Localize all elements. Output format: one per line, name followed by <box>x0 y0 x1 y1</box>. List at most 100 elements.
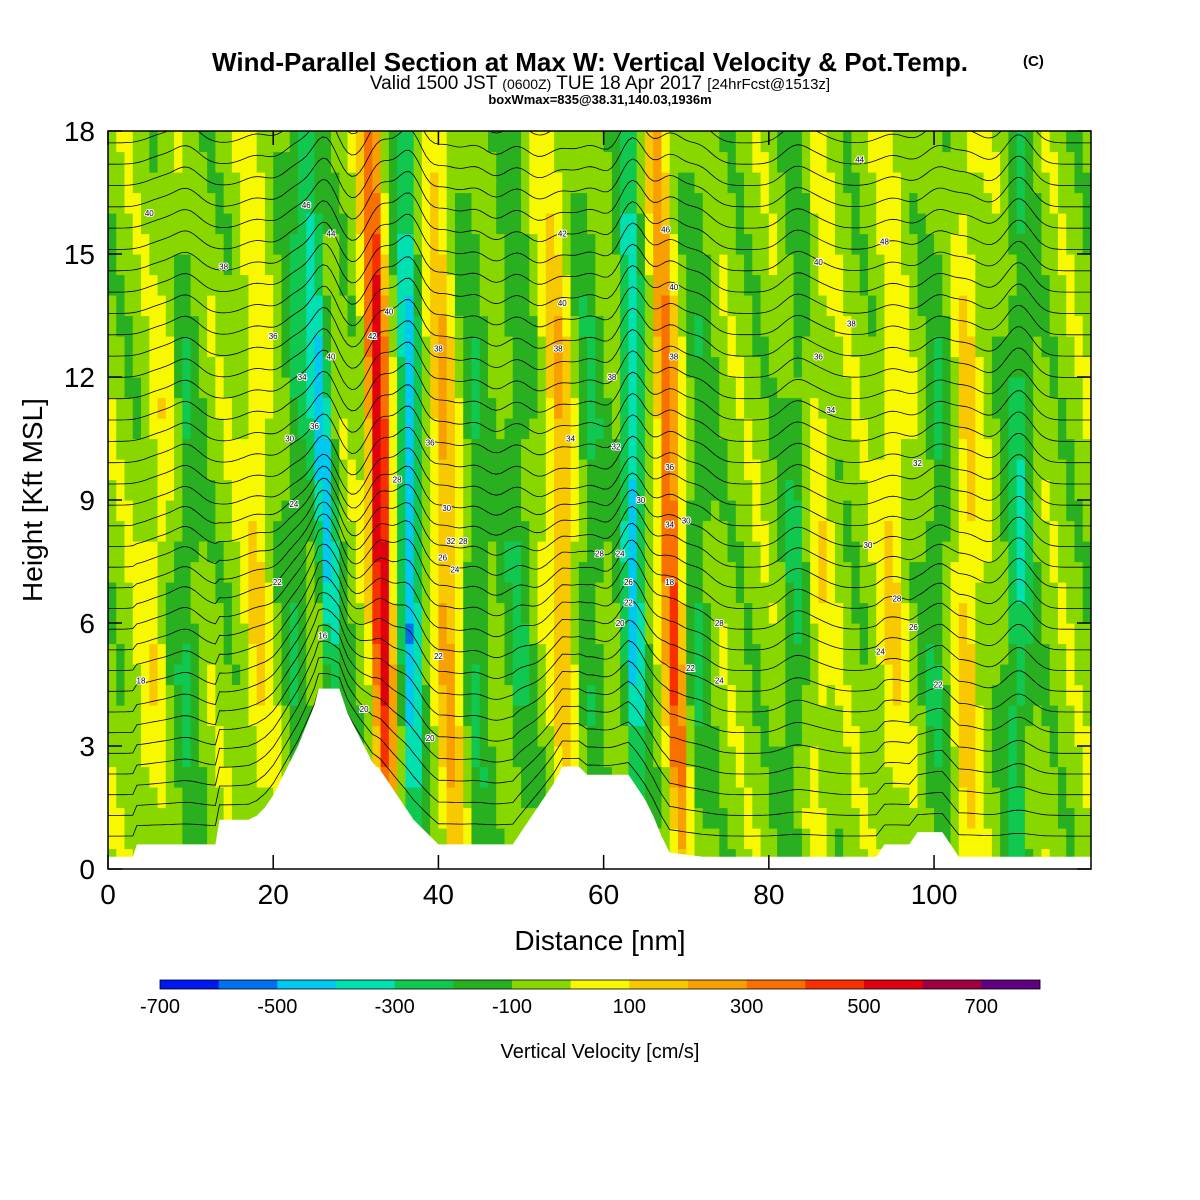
velocity-cell <box>182 397 192 419</box>
velocity-cell <box>165 172 175 194</box>
velocity-cell <box>124 192 134 214</box>
velocity-cell <box>686 705 696 727</box>
velocity-cell <box>405 336 415 358</box>
velocity-cell <box>711 684 720 706</box>
velocity-cell <box>504 582 514 604</box>
velocity-cell <box>149 479 159 501</box>
velocity-cell <box>719 397 729 419</box>
velocity-cell <box>537 541 547 563</box>
velocity-cell <box>834 664 844 686</box>
velocity-cell <box>884 213 894 235</box>
velocity-cell <box>950 295 960 317</box>
velocity-cell <box>744 459 753 481</box>
velocity-cell <box>281 582 291 604</box>
velocity-cell <box>735 746 745 768</box>
velocity-cell <box>331 643 340 665</box>
velocity-cell <box>1049 131 1059 153</box>
velocity-cell <box>306 377 316 399</box>
velocity-cell <box>190 274 200 296</box>
velocity-cell <box>595 315 605 337</box>
velocity-cell <box>917 418 927 440</box>
velocity-cell <box>521 684 530 706</box>
velocity-cell <box>314 623 324 645</box>
velocity-cell <box>826 705 836 727</box>
velocity-cell <box>983 418 993 440</box>
velocity-cell <box>611 561 621 583</box>
velocity-cell <box>1008 459 1018 481</box>
velocity-cell <box>826 684 836 706</box>
velocity-cell <box>867 643 877 665</box>
velocity-cell <box>1074 623 1084 645</box>
velocity-cell <box>463 479 473 501</box>
velocity-cell <box>777 828 786 850</box>
velocity-cell <box>554 459 563 481</box>
velocity-cell <box>1000 705 1009 727</box>
velocity-cell <box>653 746 663 768</box>
velocity-cell <box>215 295 225 317</box>
velocity-cell <box>967 295 976 317</box>
velocity-cell <box>636 213 646 235</box>
velocity-cell <box>867 623 877 645</box>
velocity-cell <box>975 561 985 583</box>
velocity-cell <box>264 233 274 255</box>
velocity-cell <box>843 151 853 173</box>
velocity-cell <box>397 233 406 255</box>
velocity-cell <box>108 192 117 214</box>
velocity-cell <box>834 418 844 440</box>
velocity-cell <box>578 418 588 440</box>
velocity-cell <box>636 192 646 214</box>
velocity-cell <box>735 684 745 706</box>
velocity-cell <box>1074 336 1084 358</box>
velocity-cell <box>1008 561 1018 583</box>
velocity-cell <box>264 684 274 706</box>
velocity-cell <box>727 582 737 604</box>
velocity-cell <box>1016 479 1026 501</box>
velocity-cell <box>818 766 828 788</box>
velocity-cell <box>132 582 142 604</box>
velocity-cell <box>322 582 332 604</box>
velocity-cell <box>967 377 976 399</box>
velocity-cell <box>380 172 390 194</box>
velocity-cell <box>719 746 729 768</box>
velocity-cell <box>504 623 514 645</box>
velocity-cell <box>917 459 927 481</box>
colorbar-swatch <box>688 980 747 989</box>
velocity-cell <box>620 746 630 768</box>
velocity-cell <box>1033 192 1043 214</box>
velocity-cell <box>380 233 390 255</box>
velocity-cell <box>1074 479 1084 501</box>
velocity-cell <box>975 418 985 440</box>
velocity-cell <box>777 520 786 542</box>
velocity-cell <box>281 643 291 665</box>
velocity-cell <box>1082 479 1091 501</box>
velocity-cell <box>306 336 316 358</box>
velocity-cell <box>141 582 150 604</box>
velocity-cell <box>487 561 497 583</box>
velocity-cell <box>892 684 902 706</box>
velocity-cell <box>347 254 357 276</box>
velocity-cell <box>108 274 117 296</box>
velocity-cell <box>165 192 175 214</box>
velocity-cell <box>405 766 415 788</box>
velocity-cell <box>182 356 192 378</box>
velocity-cell <box>157 520 167 542</box>
velocity-cell <box>661 705 671 727</box>
velocity-cell <box>165 213 175 235</box>
velocity-cell <box>1057 295 1067 317</box>
velocity-cell <box>157 746 167 768</box>
velocity-cell <box>801 397 811 419</box>
velocity-cell <box>537 438 547 460</box>
velocity-cell <box>289 356 299 378</box>
velocity-cell <box>661 684 671 706</box>
velocity-cell <box>223 705 233 727</box>
velocity-cell <box>463 418 473 440</box>
velocity-cell <box>1049 172 1059 194</box>
velocity-cell <box>983 274 993 296</box>
velocity-cell <box>628 664 638 686</box>
velocity-cell <box>661 500 671 522</box>
velocity-cell <box>149 766 159 788</box>
velocity-cell <box>892 479 902 501</box>
velocity-cell <box>314 643 324 665</box>
velocity-cell <box>1049 561 1059 583</box>
velocity-cell <box>182 131 192 153</box>
